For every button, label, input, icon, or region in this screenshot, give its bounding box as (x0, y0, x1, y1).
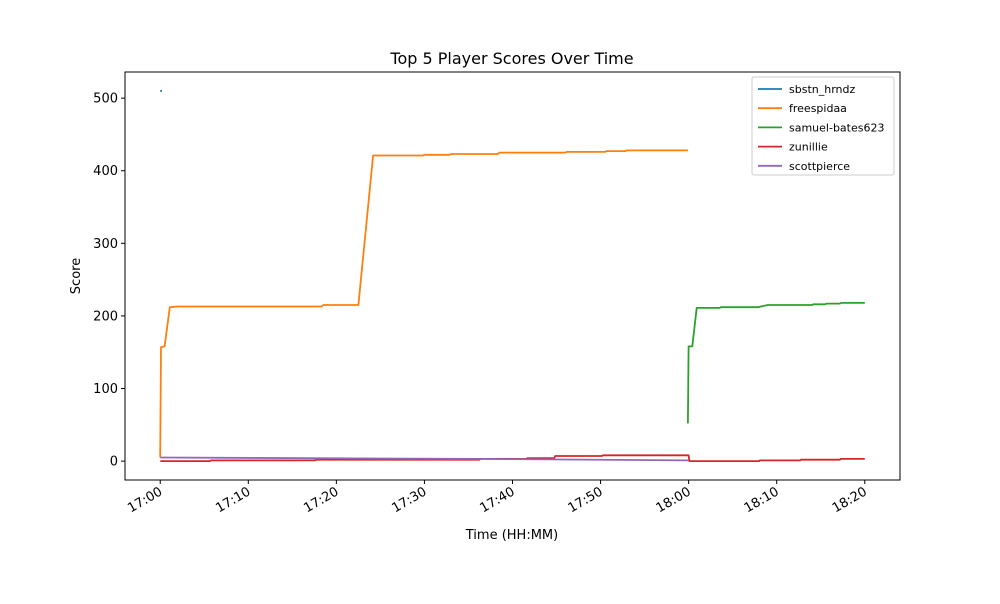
legend-box (751, 76, 895, 176)
x-tick-label: 17:10 (213, 484, 253, 516)
series-line-scottpierce (160, 456, 689, 462)
y-tick-label: 300 (93, 237, 118, 252)
y-tick-label: 400 (93, 164, 118, 179)
y-tick-label: 100 (93, 382, 118, 397)
x-tick-label: 17:20 (301, 484, 341, 516)
series-line-zunillie (160, 454, 865, 463)
legend-label: samuel-bates623 (789, 121, 884, 134)
x-tick-label: 17:30 (389, 484, 429, 516)
x-tick-label: 17:50 (566, 484, 606, 516)
x-axis-label: Time (HH:MM) (465, 528, 558, 543)
x-tick-label: 17:00 (125, 484, 165, 516)
x-tick-label: 18:00 (654, 484, 694, 516)
y-tick-label: 0 (110, 455, 118, 470)
y-tick-label: 500 (93, 92, 118, 107)
legend-label: sbstn_hrndz (789, 83, 855, 96)
x-tick-label: 18:10 (742, 484, 782, 516)
x-tick-label: 18:20 (830, 484, 870, 516)
chart-title: Top 5 Player Scores Over Time (389, 49, 633, 68)
legend-label: scottpierce (789, 160, 850, 173)
series-line-samuel-bates623 (687, 301, 865, 424)
x-tick-label: 17:40 (478, 484, 518, 516)
series-line-freespidaa (159, 149, 688, 458)
y-axis-label: Score (69, 258, 84, 294)
legend-label: zunillie (789, 141, 828, 154)
legend-label: freespidaa (789, 102, 847, 115)
y-tick-label: 200 (93, 309, 118, 324)
legend: sbstn_hrndz freespidaa samuel-bates623 zuni… (751, 76, 895, 176)
